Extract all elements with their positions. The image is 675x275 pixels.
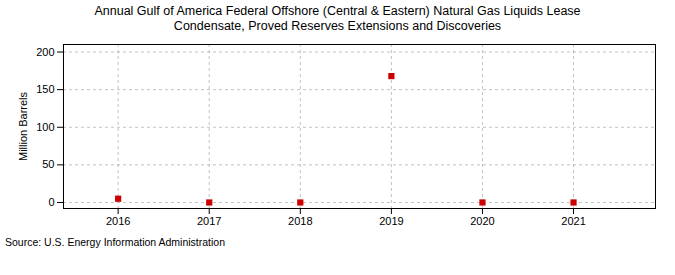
svg-text:200: 200 — [36, 46, 54, 58]
svg-text:2019: 2019 — [379, 215, 403, 227]
svg-text:2017: 2017 — [197, 215, 221, 227]
html-text:Condensate, Proved Reserves Ex: Condensate, Proved Reserves Extensions a… — [173, 19, 502, 33]
svg-text:0: 0 — [48, 196, 54, 208]
svg-text:2021: 2021 — [561, 215, 585, 227]
svg-text:2018: 2018 — [288, 215, 312, 227]
svg-text:Million Barrels: Million Barrels — [17, 91, 29, 161]
svg-text:150: 150 — [36, 83, 54, 95]
svg-text:2020: 2020 — [470, 215, 494, 227]
html-text:Source: U.S. Energy Informatio: Source: U.S. Energy Information Administ… — [5, 236, 225, 248]
svg-text:50: 50 — [42, 158, 54, 170]
html-text:Annual Gulf of America Federal: Annual Gulf of America Federal Offshore … — [94, 4, 581, 18]
svg-text:100: 100 — [36, 121, 54, 133]
svg-text:2016: 2016 — [106, 215, 130, 227]
